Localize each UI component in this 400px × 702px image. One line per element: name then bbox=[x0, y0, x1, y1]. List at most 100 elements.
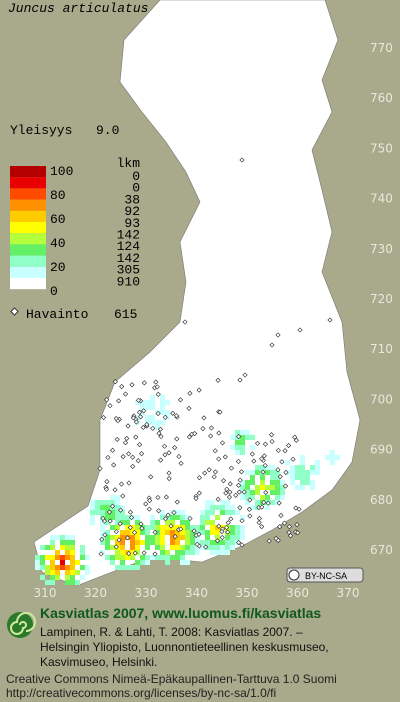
observation-marker bbox=[196, 387, 202, 393]
grid-cell bbox=[60, 535, 65, 540]
grid-cell bbox=[115, 500, 120, 505]
grid-cell bbox=[100, 500, 105, 505]
observation-marker bbox=[112, 487, 118, 493]
grid-cell bbox=[300, 480, 305, 485]
grid-cell bbox=[35, 565, 40, 570]
grid-cell bbox=[155, 545, 160, 550]
northing-label: 770 bbox=[370, 41, 393, 55]
grid-cell bbox=[40, 555, 45, 560]
citation-line: Lampinen, R. & Lahti, T. 2008: Kasviatla… bbox=[40, 625, 303, 639]
grid-cell bbox=[150, 405, 155, 410]
grid-cell bbox=[110, 545, 115, 550]
grid-cell bbox=[240, 430, 245, 435]
grid-cell bbox=[315, 470, 320, 475]
observation-marker bbox=[168, 523, 174, 529]
grid-cell bbox=[90, 500, 95, 505]
grid-cell bbox=[100, 540, 105, 545]
observation-marker bbox=[212, 469, 218, 475]
grid-cell bbox=[170, 540, 175, 545]
grid-cell bbox=[200, 530, 205, 535]
observation-marker bbox=[208, 425, 214, 431]
grid-cell bbox=[165, 410, 170, 415]
observation-marker bbox=[242, 372, 248, 378]
grid-cell bbox=[230, 545, 235, 550]
grid-cell bbox=[120, 510, 125, 515]
species-title: Juncus articulatus bbox=[8, 1, 148, 16]
grid-cell bbox=[185, 540, 190, 545]
observation-marker bbox=[130, 454, 136, 460]
observation-marker bbox=[217, 409, 223, 415]
grid-cell bbox=[130, 550, 135, 555]
grid-cell bbox=[235, 450, 240, 455]
observation-marker bbox=[98, 551, 104, 557]
observation-marker bbox=[141, 380, 147, 386]
grid-cell bbox=[155, 525, 160, 530]
grid-cell bbox=[240, 535, 245, 540]
grid-cell bbox=[165, 555, 170, 560]
easting-label: 320 bbox=[84, 586, 107, 600]
grid-cell bbox=[105, 515, 110, 520]
grid-cell bbox=[295, 475, 300, 480]
grid-cell bbox=[100, 530, 105, 535]
observation-marker bbox=[237, 477, 243, 483]
grid-cell bbox=[215, 530, 220, 535]
grid-cell bbox=[105, 500, 110, 505]
grid-cell bbox=[100, 510, 105, 515]
license-line: http://creativecommons.org/licenses/by-n… bbox=[6, 686, 276, 700]
grid-cell bbox=[100, 525, 105, 530]
observation-marker bbox=[146, 506, 152, 512]
grid-cell bbox=[180, 530, 185, 535]
observation-marker bbox=[165, 512, 171, 518]
grid-cell bbox=[260, 485, 265, 490]
grid-cell bbox=[210, 545, 215, 550]
observation-marker bbox=[155, 411, 161, 417]
observation-marker bbox=[120, 454, 126, 460]
grid-cell bbox=[245, 500, 250, 505]
grid-cell bbox=[130, 540, 135, 545]
observation-marker bbox=[135, 458, 141, 464]
grid-cell bbox=[140, 405, 145, 410]
observation-marker bbox=[158, 457, 164, 463]
grid-cell bbox=[210, 530, 215, 535]
grid-cell bbox=[135, 540, 140, 545]
grid-cell bbox=[120, 535, 125, 540]
grid-cell bbox=[160, 400, 165, 405]
grid-cell bbox=[180, 525, 185, 530]
observation-marker bbox=[166, 470, 172, 476]
grid-cell bbox=[190, 550, 195, 555]
grid-cell bbox=[200, 540, 205, 545]
grid-cell bbox=[150, 520, 155, 525]
observation-marker bbox=[262, 441, 268, 447]
grid-cell bbox=[120, 565, 125, 570]
grid-cell bbox=[40, 545, 45, 550]
observation-marker bbox=[161, 443, 168, 449]
grid-cell bbox=[110, 555, 115, 560]
grid-cell bbox=[70, 535, 75, 540]
grid-cell bbox=[255, 470, 260, 475]
grid-cell bbox=[235, 530, 240, 535]
observation-marker bbox=[196, 475, 202, 481]
grid-cell bbox=[115, 505, 120, 510]
grid-cell bbox=[240, 525, 245, 530]
observation-marker bbox=[247, 513, 253, 519]
grid-cell bbox=[205, 535, 210, 540]
grid-cell bbox=[115, 495, 120, 500]
observation-marker bbox=[215, 496, 221, 502]
grid-cell bbox=[270, 485, 275, 490]
grid-cell bbox=[50, 555, 55, 560]
grid-cell bbox=[270, 465, 275, 470]
grid-cell bbox=[150, 535, 155, 540]
grid-cell bbox=[230, 535, 235, 540]
observation-marker bbox=[239, 542, 245, 548]
observation-marker bbox=[266, 538, 272, 544]
grid-cell bbox=[145, 555, 150, 560]
grid-cell bbox=[185, 550, 190, 555]
grid-cell bbox=[165, 520, 170, 525]
grid-cell bbox=[115, 510, 120, 515]
observation-markers bbox=[97, 157, 333, 557]
observation-marker bbox=[137, 409, 143, 415]
grid-cell bbox=[310, 485, 315, 490]
observation-label: Havainto bbox=[26, 307, 88, 322]
observation-marker bbox=[239, 157, 245, 163]
grid-cell bbox=[120, 560, 125, 565]
